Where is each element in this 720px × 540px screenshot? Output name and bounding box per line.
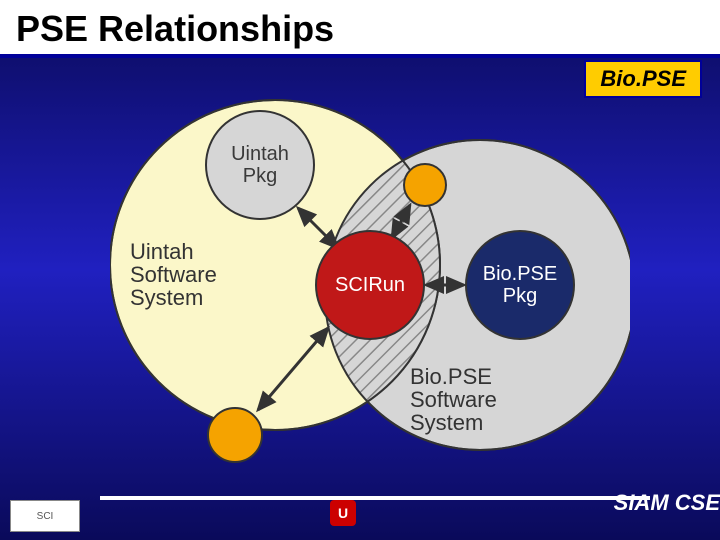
small-node-top [403, 163, 447, 207]
slide-title: PSE Relationships [16, 8, 704, 50]
biopse-pkg-label-1: Bio.PSE [483, 263, 557, 285]
footer: SIAM CSE [0, 490, 720, 530]
footer-divider [100, 496, 650, 500]
scirun-label: SCIRun [335, 274, 405, 296]
u-logo: U [330, 500, 356, 526]
slide-header: PSE Relationships [0, 0, 720, 58]
uintah-pkg-label-1: Uintah [231, 143, 289, 165]
biopse-system-label: Bio.PSE Software System [410, 365, 497, 434]
uintah-pkg-node: Uintah Pkg [205, 110, 315, 220]
scirun-node: SCIRun [315, 230, 425, 340]
uintah-system-label: Uintah Software System [130, 240, 217, 309]
biopse-pkg-node: Bio.PSE Pkg [465, 230, 575, 340]
footer-conference-label: SIAM CSE [614, 490, 720, 516]
biopse-pkg-label-2: Pkg [483, 285, 557, 307]
venn-diagram: Uintah Pkg SCIRun Bio.PSE Pkg Uintah Sof… [110, 90, 630, 470]
sci-logo: SCI [10, 500, 80, 532]
uintah-pkg-label-2: Pkg [231, 165, 289, 187]
small-node-bottom [207, 407, 263, 463]
